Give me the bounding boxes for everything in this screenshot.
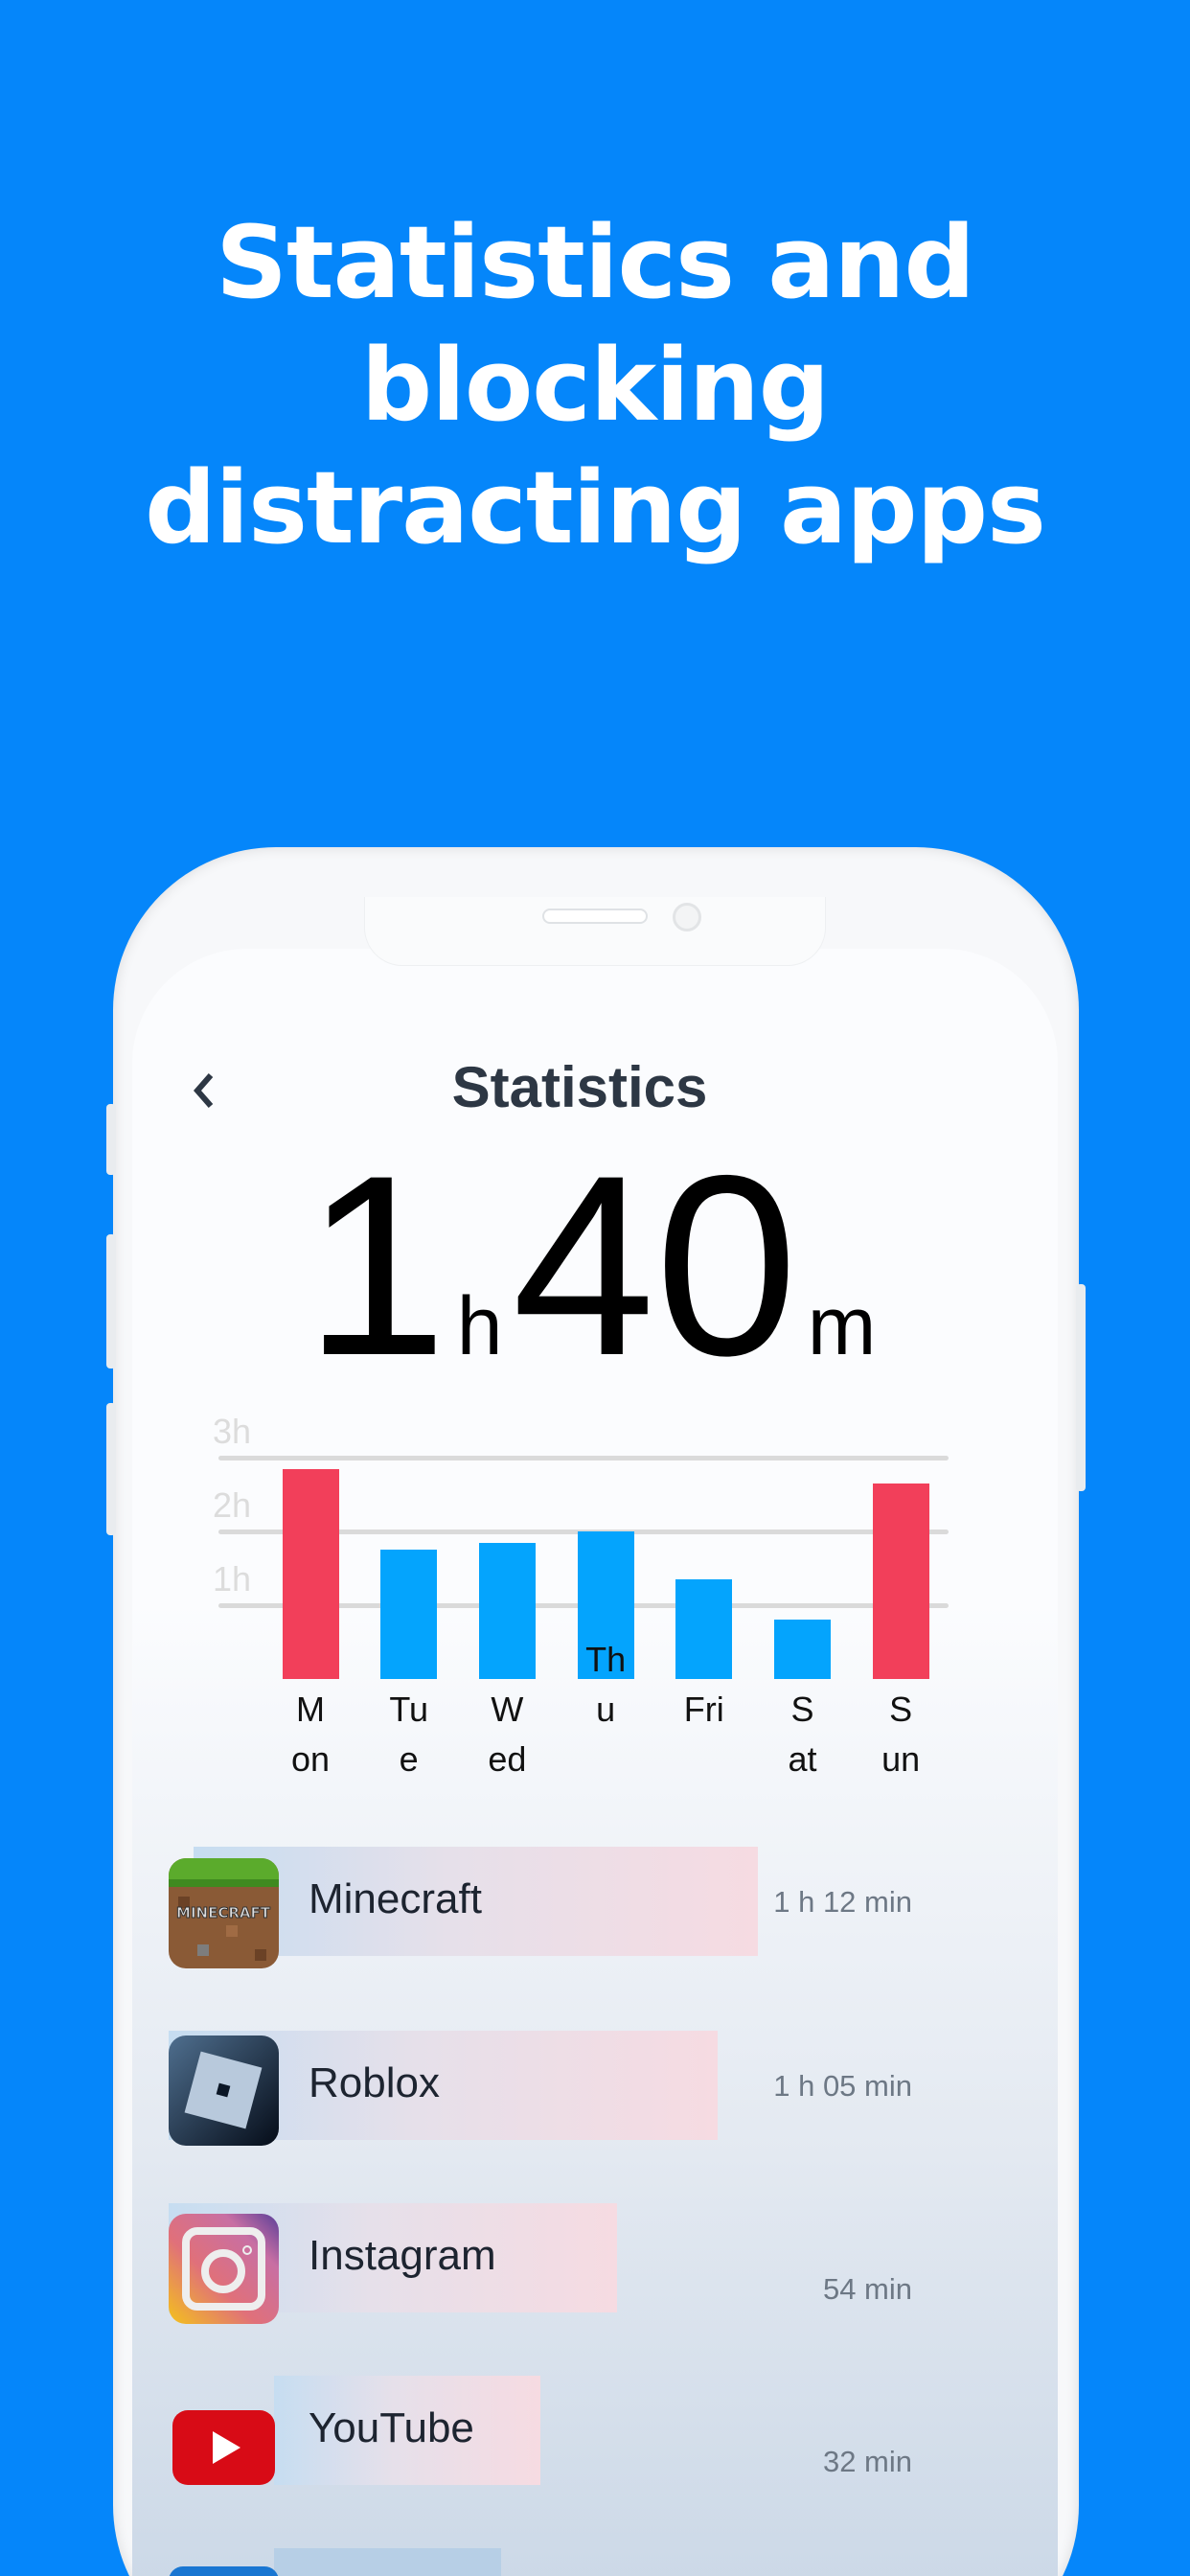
bar-wed[interactable] [478,1542,536,1679]
app-time: 54 min [822,2272,912,2306]
day-label-sat: Sat [788,1690,817,1779]
app-name: Roblox [309,2059,440,2106]
back-button[interactable] [180,1064,228,1117]
bar-sun[interactable] [872,1483,929,1679]
bar-tue[interactable] [380,1550,438,1679]
svg-text:MINECRAFT: MINECRAFT [176,1904,271,1921]
phone-power-button [1076,1284,1086,1491]
total-minutes: 40 [512,1121,798,1409]
app-row-minecraft[interactable]: MINECRAFT Minecraft 1 h 12 min [0,1847,1190,1971]
instagram-icon [169,2214,279,2324]
chevron-left-icon [194,1073,214,1108]
youtube-icon [169,2387,279,2497]
headline: Statistics and blocking distracting apps [0,201,1190,569]
app-row-instagram[interactable]: Instagram 54 min [0,2203,1190,2328]
headline-line-1: Statistics and blocking [216,204,975,444]
roblox-icon [169,2036,279,2146]
day-label-tue: Tue [389,1690,429,1779]
app-row-youtube[interactable]: YouTube 32 min [0,2376,1190,2500]
usage-bar [194,1847,758,1956]
bar-mon[interactable] [282,1468,339,1679]
phone-volume-down-button [106,1403,116,1535]
y-tick-label: 1h [213,1559,252,1598]
usage-bar [274,2548,501,2576]
app-name: Instagram [309,2232,496,2279]
total-time: 1 h40 m [0,1137,1190,1393]
front-camera [673,903,701,932]
day-label-thu: Thu [585,1640,627,1729]
usage-bar [274,2376,540,2485]
app-time: 1 h 05 min [773,2069,912,2103]
day-label-mon: Mon [290,1690,331,1779]
bar-fri[interactable] [675,1579,733,1679]
app-time: 1 h 12 min [773,1885,912,1919]
day-label-fri: Fri [683,1690,724,1729]
headline-line-2: distracting apps [145,449,1046,566]
day-label-wed: Wed [488,1690,527,1779]
gridline-3h [218,1456,949,1460]
phone-volume-up-button [106,1234,116,1368]
app-row-roblox[interactable]: Roblox 1 h 05 min [0,2031,1190,2155]
app-name: YouTube [309,2404,474,2451]
bar-sat[interactable] [774,1620,831,1679]
minecraft-icon: MINECRAFT [169,1858,279,1968]
y-tick-label: 3h [213,1412,252,1451]
phone-side-button [106,1104,116,1175]
app-icon [169,2566,279,2576]
total-hours-unit: h [456,1280,503,1372]
bar-thu[interactable] [577,1531,634,1679]
total-hours: 1 [304,1121,447,1409]
y-tick-label: 2h [213,1485,252,1525]
total-minutes-unit: m [807,1280,877,1372]
app-time: 32 min [822,2445,912,2478]
app-row-partial [0,2548,1190,2576]
phone-notch [364,897,826,966]
day-label-sun: Sun [881,1690,921,1779]
app-name: Minecraft [309,1875,482,1922]
page-title: Statistics [451,1055,708,1119]
speaker-grille [542,908,648,924]
